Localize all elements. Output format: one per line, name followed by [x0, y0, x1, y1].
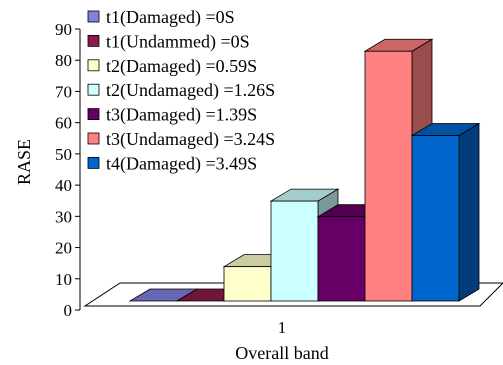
legend-swatch [87, 108, 100, 120]
legend-label: t3(Undamaged) =3.24S [106, 129, 275, 150]
y-tick-label: 90 [55, 20, 72, 39]
legend-label: t2(Damaged) =0.59S [106, 56, 257, 77]
y-tick-label: 10 [55, 270, 72, 289]
legend-item: t4(Damaged) =3.49S [87, 153, 257, 174]
chart-legend: t1(Damaged) =0S t1(Undammed) =0S t2(Damage… [87, 7, 275, 174]
legend-label: t3(Damaged) =1.39S [106, 105, 257, 126]
legend-label: t2(Undamaged) =1.26S [106, 80, 275, 101]
x-axis-label: Overall band [235, 343, 328, 363]
bar-side [458, 122, 480, 302]
chart-bars [128, 38, 481, 302]
bar-front [270, 200, 319, 302]
legend-swatch [87, 132, 100, 145]
legend-label: t4(Damaged) =3.49S [106, 153, 257, 174]
legend-item: t1(Damaged) =0S [87, 7, 235, 28]
chart-axes: 0 10 20 30 40 50 60 70 80 90 1 [55, 20, 286, 337]
bar [410, 122, 481, 302]
legend-swatch [87, 156, 100, 169]
y-tick-label: 60 [55, 114, 72, 133]
legend-item: t3(Undamaged) =3.24S [87, 129, 275, 150]
bar-front [364, 50, 413, 302]
legend-item: t1(Undammed) =0S [87, 31, 250, 52]
legend-label: t1(Undammed) =0S [106, 31, 250, 52]
y-tick-label: 0 [64, 301, 73, 320]
y-tick-label: 20 [55, 239, 72, 258]
y-tick-label: 50 [55, 145, 72, 164]
legend-swatch [87, 83, 100, 96]
bar-front [223, 266, 272, 302]
y-tick-label: 80 [55, 51, 72, 70]
y-tick-label: 40 [55, 176, 72, 195]
bar-front [411, 135, 460, 302]
legend-item: t2(Undamaged) =1.26S [87, 80, 275, 101]
bar-front [317, 216, 366, 302]
legend-swatch [87, 35, 100, 47]
y-tick-label: 70 [55, 82, 72, 101]
x-tick-label: 1 [278, 318, 287, 337]
y-tick-label: 30 [55, 207, 72, 226]
legend-swatch [87, 10, 100, 23]
y-axis-label: RASE [14, 139, 34, 185]
legend-item: t3(Damaged) =1.39S [87, 105, 257, 126]
legend-item: t2(Damaged) =0.59S [87, 56, 257, 77]
legend-label: t1(Damaged) =0S [106, 7, 235, 28]
legend-swatch [87, 59, 100, 72]
